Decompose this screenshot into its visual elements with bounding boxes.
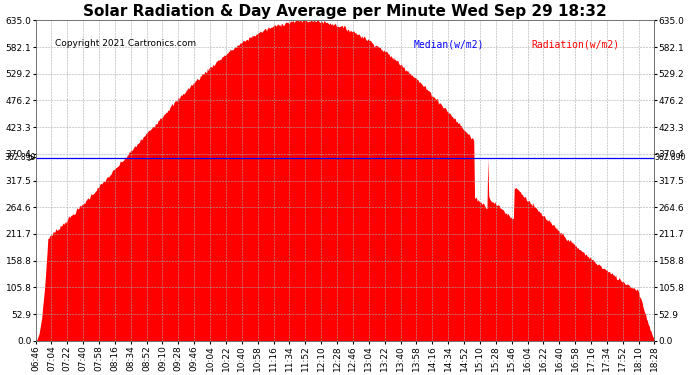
Text: Copyright 2021 Cartronics.com: Copyright 2021 Cartronics.com (55, 39, 197, 48)
Text: 362.890: 362.890 (4, 153, 36, 162)
Text: Median(w/m2): Median(w/m2) (414, 39, 484, 50)
Text: Radiation(w/m2): Radiation(w/m2) (531, 39, 620, 50)
Title: Solar Radiation & Day Average per Minute Wed Sep 29 18:32: Solar Radiation & Day Average per Minute… (83, 4, 607, 19)
Text: 362.890: 362.890 (654, 153, 686, 162)
